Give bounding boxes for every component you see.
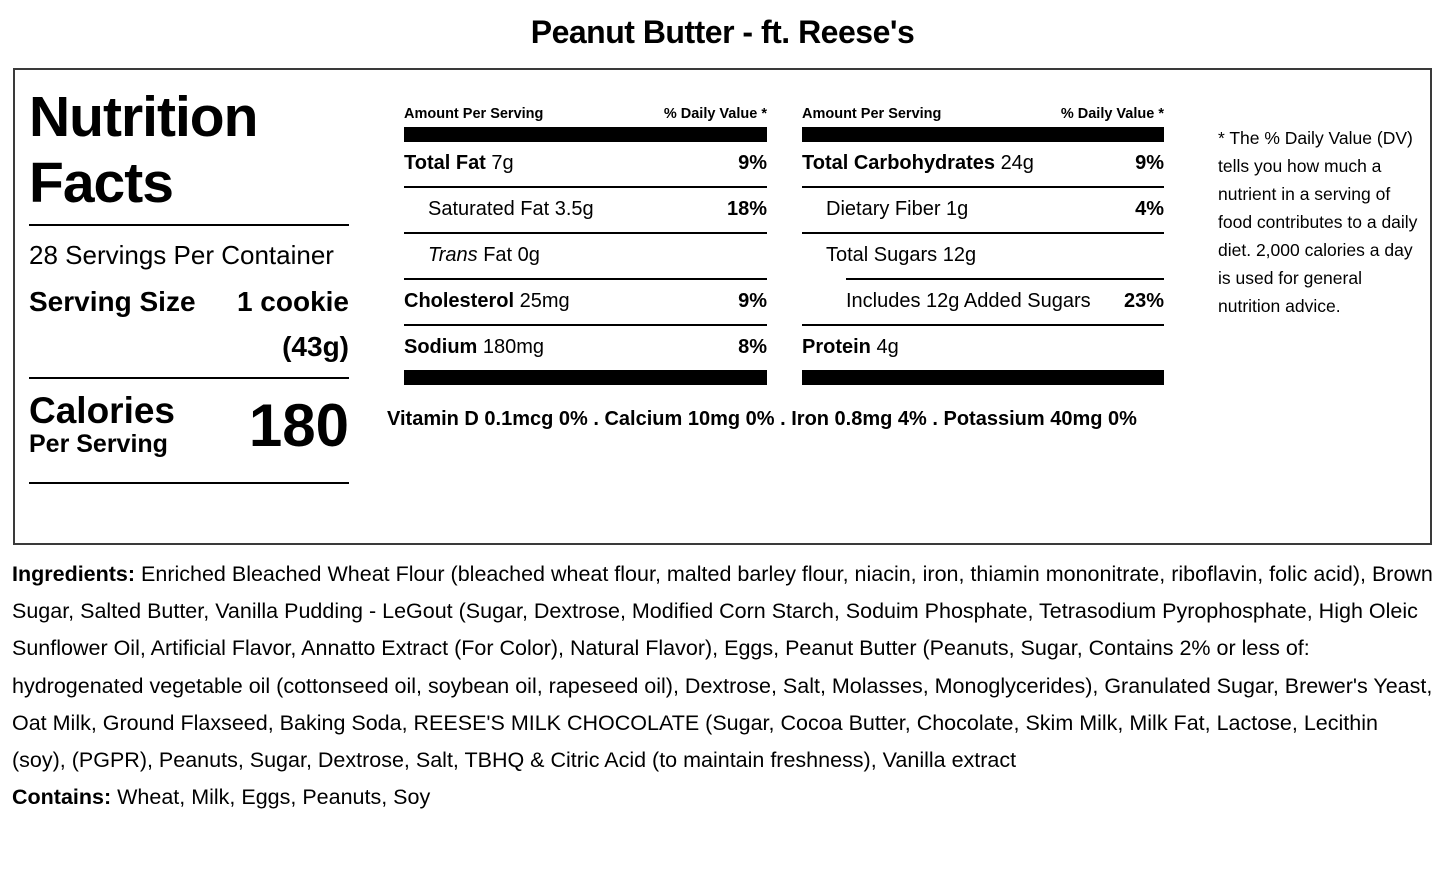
calories-value: 180 xyxy=(248,391,349,459)
indented-divider xyxy=(846,278,1164,280)
thick-bar xyxy=(802,370,1164,385)
nutrient-name: Total Carbohydrates 24g xyxy=(802,152,1034,174)
divider xyxy=(29,377,349,379)
nutrient-row-total-fat: Total Fat 7g 9% xyxy=(404,142,767,188)
daily-value: 18% xyxy=(726,198,767,220)
nutrient-row-protein: Protein 4g xyxy=(802,326,1164,370)
daily-value: 4% xyxy=(1135,198,1164,220)
nutrient-name: Dietary Fiber 1g xyxy=(826,198,969,220)
nutrient-row-sodium: Sodium 180mg 8% xyxy=(404,326,767,370)
carb-column: Amount Per Serving % Daily Value * Total… xyxy=(802,106,1164,385)
contains-paragraph: Contains: Wheat, Milk, Eggs, Peanuts, So… xyxy=(12,779,1433,816)
carb-column-header: Amount Per Serving % Daily Value * xyxy=(802,106,1164,127)
daily-value-header: % Daily Value * xyxy=(663,106,767,122)
daily-value: 9% xyxy=(738,152,767,174)
ingredients-text: Enriched Bleached Wheat Flour (bleached … xyxy=(12,562,1433,773)
calories-label-block: Calories Per Serving xyxy=(29,392,175,459)
serving-size-row: Serving Size 1 cookie (43g) xyxy=(29,279,349,369)
divider xyxy=(29,224,349,226)
nutrition-facts-heading: Nutrition Facts xyxy=(29,85,258,215)
calories-sublabel: Per Serving xyxy=(29,430,168,458)
nutrient-name: Trans Fat 0g xyxy=(428,244,540,266)
amount-per-serving-header: Amount Per Serving xyxy=(404,106,544,122)
daily-value: 9% xyxy=(738,290,767,312)
nutrient-name: Sodium 180mg xyxy=(404,336,545,358)
nutrient-name: Cholesterol 25mg xyxy=(404,290,570,312)
contains-text: Wheat, Milk, Eggs, Peanuts, Soy xyxy=(117,785,431,810)
nutrient-row-trans-fat: Trans Fat 0g xyxy=(404,234,767,280)
thick-bar xyxy=(802,127,1164,142)
nutrient-row-dietary-fiber: Dietary Fiber 1g 4% xyxy=(802,188,1164,234)
nutrient-name: Total Sugars 12g xyxy=(826,244,977,266)
micronutrients-line: Vitamin D 0.1mcg 0% . Calcium 10mg 0% . … xyxy=(387,408,1137,430)
fat-column: Amount Per Serving % Daily Value * Total… xyxy=(404,106,767,385)
thick-bar xyxy=(404,127,767,142)
serving-size-label: Serving Size xyxy=(29,286,196,317)
daily-value: 23% xyxy=(1123,290,1164,312)
fat-column-header: Amount Per Serving % Daily Value * xyxy=(404,106,767,127)
contains-label: Contains: xyxy=(12,785,112,810)
nutrient-row-cholesterol: Cholesterol 25mg 9% xyxy=(404,280,767,326)
nutrition-facts-label: Nutrition Facts 28 Servings Per Containe… xyxy=(13,68,1432,545)
nutrient-row-total-carbohydrates: Total Carbohydrates 24g 9% xyxy=(802,142,1164,188)
nutrient-name: Includes 12g Added Sugars xyxy=(846,290,1091,312)
ingredients-paragraph: Ingredients: Enriched Bleached Wheat Flo… xyxy=(12,556,1433,779)
daily-value-footnote: * The % Daily Value (DV) tells you how m… xyxy=(1218,128,1418,316)
daily-value-header: % Daily Value * xyxy=(1060,106,1164,122)
page-title: Peanut Butter - ft. Reese's xyxy=(530,14,915,50)
nutrient-name: Protein 4g xyxy=(802,336,899,358)
daily-value: 8% xyxy=(738,336,767,358)
daily-value: 9% xyxy=(1135,152,1164,174)
serving-size-value: 1 cookie (43g) xyxy=(236,286,349,362)
amount-per-serving-header: Amount Per Serving xyxy=(802,106,942,122)
calories-label: Calories xyxy=(29,390,176,431)
nutrient-row-total-sugars: Total Sugars 12g xyxy=(802,234,1164,278)
thick-bar xyxy=(404,370,767,385)
nutrient-name: Total Fat 7g xyxy=(404,152,514,174)
servings-per-container: 28 Servings Per Container xyxy=(29,240,334,270)
ingredients-label: Ingredients: xyxy=(12,562,136,586)
label-summary-panel: Nutrition Facts 28 Servings Per Containe… xyxy=(29,84,349,543)
divider xyxy=(29,482,349,484)
nutrient-row-added-sugars: Includes 12g Added Sugars 23% xyxy=(802,280,1164,326)
nutrient-tables: Amount Per Serving % Daily Value * Total… xyxy=(387,106,1164,543)
calories-row: Calories Per Serving 180 xyxy=(29,379,349,474)
nutrient-name: Saturated Fat 3.5g xyxy=(428,198,594,220)
nutrient-row-saturated-fat: Saturated Fat 3.5g 18% xyxy=(404,188,767,234)
